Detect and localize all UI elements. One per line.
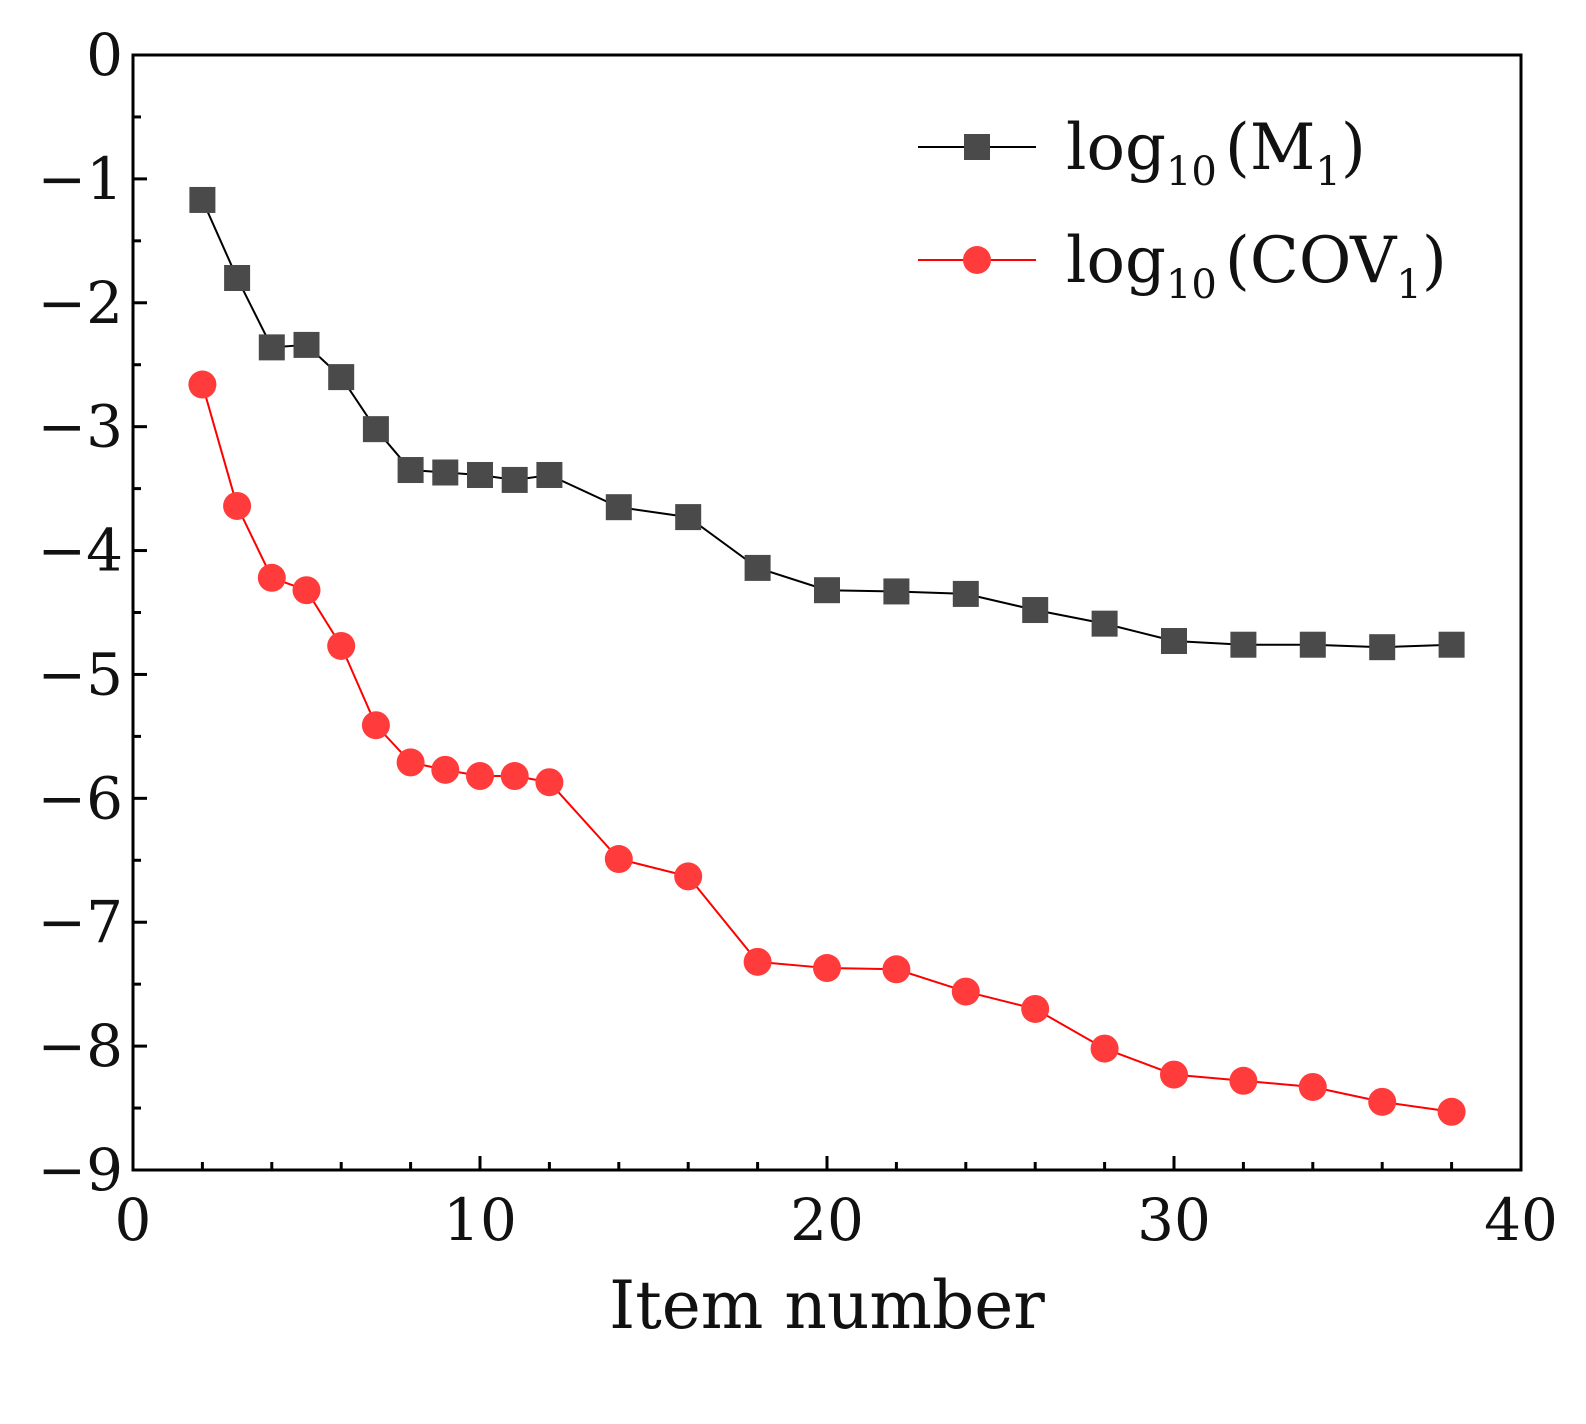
series-layer xyxy=(188,186,1466,1126)
data-point-circle xyxy=(188,370,217,399)
data-point-circle xyxy=(882,955,911,984)
data-point-square xyxy=(293,331,320,358)
series-line xyxy=(201,384,1452,1113)
data-point-square xyxy=(1022,597,1049,624)
data-point-circle xyxy=(431,755,460,784)
y-tick-label: −2 xyxy=(38,269,124,337)
x-tick-label: 30 xyxy=(1137,1186,1211,1254)
data-point-square xyxy=(605,494,632,521)
data-point-square xyxy=(432,459,459,486)
data-point-circle xyxy=(327,631,356,660)
data-point-circle xyxy=(1298,1072,1327,1101)
data-point-square xyxy=(1369,634,1396,661)
x-tick-label: 10 xyxy=(443,1186,517,1254)
legend-entry: log10 (COV1) xyxy=(918,224,1447,308)
data-point-circle xyxy=(813,954,841,983)
data-point-square xyxy=(501,466,528,493)
data-point-square xyxy=(744,554,771,581)
y-tick-label: −6 xyxy=(38,764,124,832)
data-point-square xyxy=(224,265,251,291)
y-tick-label: −8 xyxy=(38,1012,124,1080)
legend-label: log10 (M1) xyxy=(1066,111,1366,195)
data-point-circle xyxy=(500,762,529,791)
data-point-circle xyxy=(1021,994,1050,1023)
data-point-square xyxy=(883,578,910,605)
x-tick-label: 20 xyxy=(790,1186,864,1254)
data-point-square xyxy=(675,504,702,531)
data-point-square xyxy=(328,364,355,391)
x-tick-label: 40 xyxy=(1484,1186,1558,1254)
y-tick-label: −3 xyxy=(38,393,124,461)
data-point-square xyxy=(1438,631,1465,658)
data-point-circle xyxy=(257,563,286,592)
data-point-circle xyxy=(743,947,772,976)
legend: log10 (M1) log10 (COV1) xyxy=(918,111,1447,308)
data-point-square xyxy=(952,580,979,607)
data-point-circle xyxy=(674,862,703,891)
data-point-square xyxy=(814,577,840,604)
legend-marker-square xyxy=(964,134,990,160)
data-point-square xyxy=(189,186,216,213)
data-point-circle xyxy=(1090,1034,1119,1063)
legend-marker-circle xyxy=(963,246,991,274)
data-point-square xyxy=(1161,627,1187,654)
data-point-square xyxy=(1091,610,1118,637)
data-point-circle xyxy=(223,491,252,520)
data-point-circle xyxy=(396,748,425,777)
data-point-circle xyxy=(1229,1066,1258,1095)
data-point-circle xyxy=(466,762,494,791)
y-tick-label: 0 xyxy=(86,21,123,89)
data-point-square xyxy=(362,416,389,443)
data-point-circle xyxy=(292,576,321,605)
data-point-circle xyxy=(604,845,633,874)
x-axis-title: Item number xyxy=(609,1267,1045,1344)
tick-labels: 0 10 20 30 40 0 −1 −2 −3 −4 −5 −6 −7 −8 −9 xyxy=(38,21,1558,1254)
legend-label: log10 (COV1) xyxy=(1066,224,1447,308)
data-point-square xyxy=(397,457,424,484)
data-point-circle xyxy=(361,711,390,740)
y-tick-label: −1 xyxy=(38,145,124,213)
data-point-square xyxy=(467,461,493,488)
data-point-circle xyxy=(1437,1097,1466,1126)
y-tick-label: −9 xyxy=(38,1136,124,1204)
y-tick-label: −5 xyxy=(38,640,124,708)
data-point-circle xyxy=(1160,1060,1188,1089)
legend-entry: log10 (M1) xyxy=(918,111,1366,195)
data-point-square xyxy=(258,334,285,361)
data-point-square xyxy=(1230,631,1257,658)
y-tick-label: −7 xyxy=(38,888,124,956)
plot-frame xyxy=(131,53,1523,1172)
x-tick-label: 0 xyxy=(115,1186,152,1254)
y-tick-label: −4 xyxy=(38,517,124,585)
data-point-circle xyxy=(951,977,980,1006)
axis-ticks xyxy=(131,53,1523,1172)
data-point-circle xyxy=(1368,1087,1397,1116)
data-point-square xyxy=(1299,631,1326,658)
data-point-circle xyxy=(535,768,564,797)
data-point-square xyxy=(536,461,563,488)
